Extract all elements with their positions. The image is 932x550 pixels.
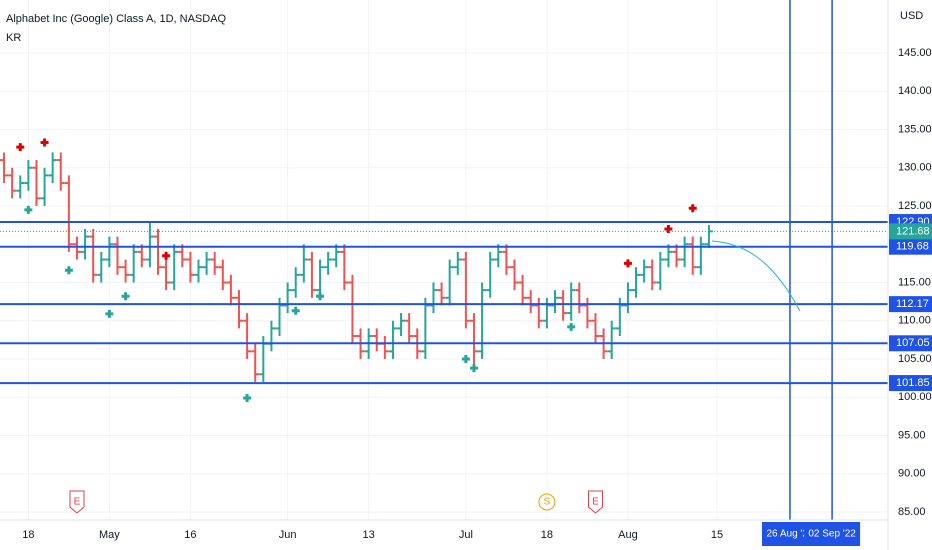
y-tick-label: 90.00 — [898, 468, 926, 480]
level-label: 101.85 — [896, 377, 930, 389]
pivot-low — [24, 205, 33, 214]
labels: 85.00 90.00 95.00 100.00 105.00 110.00 115.00 1… — [22, 47, 932, 546]
pivot-low — [64, 266, 73, 275]
y-tick-label: 115.00 — [898, 276, 931, 288]
pivot-low — [469, 364, 478, 373]
x-tick-label: 13 — [363, 529, 375, 541]
vertical-line-label: 02 Sep '22 — [808, 529, 856, 540]
pivot-high — [16, 143, 25, 152]
y-tick-label: 110.00 — [898, 315, 931, 327]
pivot-high — [688, 204, 697, 213]
x-tick-label: 18 — [22, 529, 34, 541]
level-label: 112.17 — [896, 298, 929, 310]
pivot-high — [40, 138, 49, 147]
y-tick-label: 145.00 — [898, 47, 932, 59]
x-tick-label: Jul — [459, 529, 473, 541]
pivot-low — [105, 309, 114, 318]
y-tick-label: 140.00 — [898, 85, 932, 97]
pivot-low — [316, 292, 325, 301]
x-tick-label: 15 — [711, 529, 723, 541]
pivot-high — [162, 251, 171, 260]
pivot-low — [121, 292, 130, 301]
vertical-line-label: 26 Aug '22 — [766, 529, 813, 540]
y-tick-label: 125.00 — [898, 200, 932, 212]
event-icon — [69, 490, 85, 514]
pivot-high — [664, 224, 673, 233]
marks — [0, 0, 888, 520]
level-label-bg — [889, 296, 932, 313]
pivot-high — [623, 259, 632, 268]
level-label: 107.05 — [896, 337, 930, 349]
event-label: E — [592, 497, 599, 508]
pivot-low — [567, 322, 576, 331]
chart-title: Alphabet Inc (Google) Class A, 1D, NASDA… — [6, 13, 227, 25]
x-tick-label: May — [99, 529, 120, 541]
y-tick-label: 130.00 — [898, 162, 932, 174]
y-tick-label: 105.00 — [898, 353, 932, 365]
level-label-bg — [889, 335, 932, 352]
x-tick-label: 16 — [184, 529, 196, 541]
x-tick-label: Jun — [279, 529, 297, 541]
event-label: E — [74, 497, 81, 508]
y-tick-label: 95.00 — [898, 429, 926, 441]
y-tick-label: 85.00 — [898, 506, 926, 518]
currency-label: USD — [900, 10, 923, 22]
pivot-low — [291, 306, 300, 315]
pivot-low — [243, 393, 252, 402]
x-tick-label: Aug — [618, 529, 638, 541]
event-label: S — [544, 497, 551, 508]
vertical-line-label-bg — [804, 522, 861, 546]
x-tick-label: 18 — [541, 529, 553, 541]
last-price-label: 121.68 — [896, 225, 930, 237]
chart-subtitle: KR — [6, 32, 21, 44]
y-tick-label: 135.00 — [898, 123, 932, 135]
pivot-low — [461, 354, 470, 363]
last-price-label-bg — [889, 223, 932, 240]
event-icon — [538, 493, 556, 511]
level-label-bg — [889, 375, 932, 392]
level-label-bg — [889, 238, 932, 255]
event-icon — [588, 490, 604, 514]
projection-drawing — [711, 240, 801, 312]
level-label: 119.68 — [896, 241, 929, 253]
y-tick-label: 100.00 — [898, 391, 932, 403]
